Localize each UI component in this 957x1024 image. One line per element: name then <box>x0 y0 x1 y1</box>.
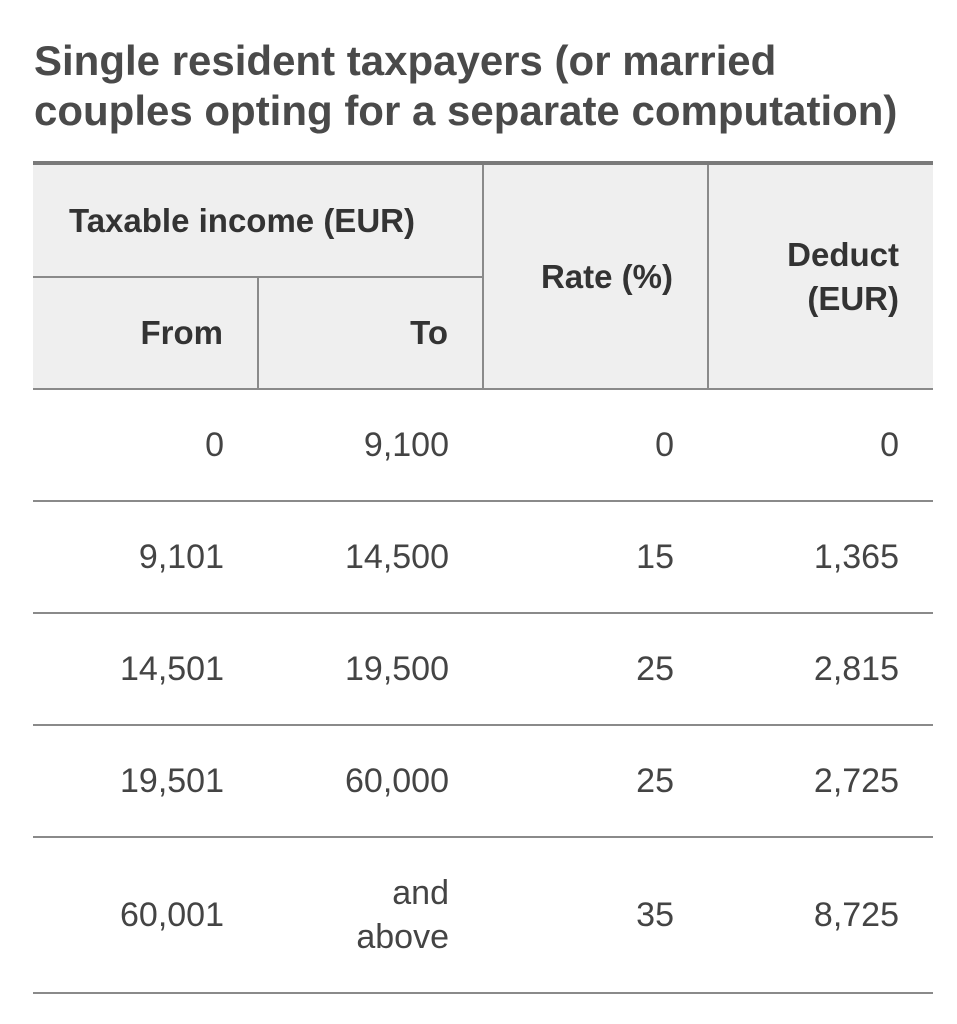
from-cell: 9,101 <box>33 501 258 614</box>
to-cell-line-1: and <box>392 874 449 912</box>
table-row: 19,501 60,000 25 2,725 <box>33 725 933 838</box>
to-cell: 19,500 <box>258 613 483 726</box>
deduct-header: Deduct (EUR) <box>708 163 933 390</box>
from-cell: 19,501 <box>33 725 258 838</box>
rate-cell: 15 <box>483 501 708 614</box>
table-row: 9,101 14,500 15 1,365 <box>33 501 933 614</box>
from-header: From <box>33 277 259 390</box>
table-header: Taxable income (EUR) Rate (%) Deduct (EU… <box>33 163 933 390</box>
deduct-cell: 2,725 <box>708 725 933 838</box>
rate-cell: 25 <box>483 613 708 726</box>
title-line-1: Single resident taxpayers (or married <box>34 37 777 84</box>
to-cell: 60,000 <box>258 725 483 838</box>
from-cell: 0 <box>33 389 258 502</box>
deduct-header-line-1: Deduct <box>787 235 899 273</box>
table-body: 0 9,100 0 0 9,101 14,500 15 1,365 14,501… <box>33 389 933 994</box>
deduct-header-line-2: (EUR) <box>807 279 899 317</box>
table-row: 14,501 19,500 25 2,815 <box>33 613 933 726</box>
rate-cell: 25 <box>483 725 708 838</box>
table-row: 0 9,100 0 0 <box>33 389 933 502</box>
deduct-cell: 0 <box>708 389 933 502</box>
to-cell: 9,100 <box>258 389 483 502</box>
to-cell: 14,500 <box>258 501 483 614</box>
taxable-income-header: Taxable income (EUR) <box>33 163 483 278</box>
rate-cell: 35 <box>483 837 708 994</box>
to-cell-line-2: above <box>356 918 449 956</box>
to-header: To <box>258 277 483 390</box>
rate-cell: 0 <box>483 389 708 502</box>
deduct-cell: 8,725 <box>708 837 933 994</box>
from-cell: 60,001 <box>33 837 258 994</box>
tax-rates-table: Taxable income (EUR) Rate (%) Deduct (EU… <box>33 161 933 994</box>
table-row: 60,001 and above 35 8,725 <box>33 837 933 994</box>
rate-header: Rate (%) <box>482 163 709 390</box>
title-line-2: couples opting for a separate computatio… <box>34 87 898 134</box>
deduct-cell: 2,815 <box>708 613 933 726</box>
page-title: Single resident taxpayers (or married co… <box>34 36 944 136</box>
from-cell: 14,501 <box>33 613 258 726</box>
to-cell: and above <box>258 837 483 994</box>
deduct-cell: 1,365 <box>708 501 933 614</box>
